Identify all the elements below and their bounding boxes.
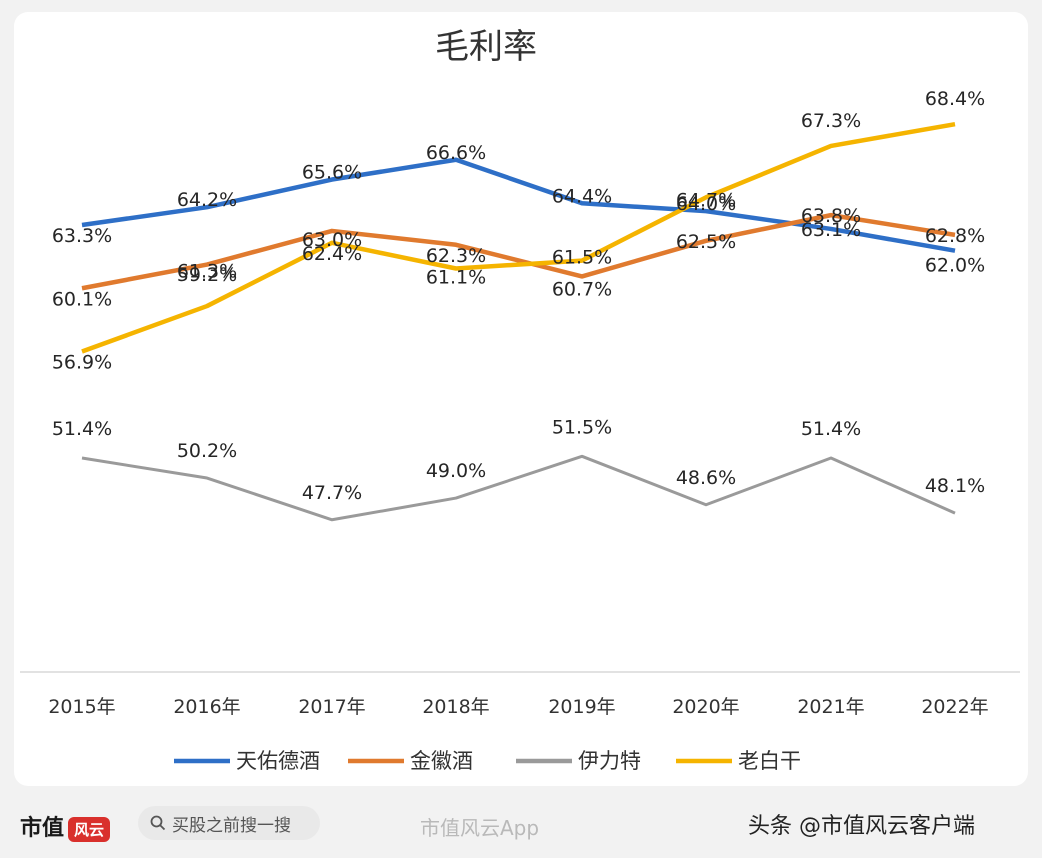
- data-label: 48.6%: [676, 467, 736, 489]
- data-label: 51.4%: [52, 418, 112, 440]
- search-text: 买股之前搜一搜: [172, 815, 291, 836]
- x-tick-label: 2018年: [422, 696, 489, 718]
- data-label: 47.7%: [302, 482, 362, 504]
- x-tick-label: 2015年: [48, 696, 115, 718]
- data-label: 60.7%: [552, 278, 612, 300]
- data-label: 49.0%: [426, 460, 486, 482]
- series-line-2: [81, 454, 956, 522]
- data-label: 63.3%: [52, 225, 112, 247]
- series-line-0: [81, 157, 956, 253]
- data-label: 65.6%: [302, 162, 362, 184]
- x-tick-label: 2019年: [548, 696, 615, 718]
- series-line-1: [81, 212, 956, 291]
- data-label: 68.4%: [925, 88, 985, 110]
- chart-title: 毛利率: [435, 27, 537, 67]
- data-label: 62.5%: [676, 231, 736, 253]
- legend-label: 天佑德酒: [236, 749, 320, 773]
- search-icon: [150, 815, 166, 831]
- data-label: 63.8%: [801, 205, 861, 227]
- data-label-layer: 63.3% 64.2% 65.6% 66.6% 64.4% 64.0% 63.1% 62.0%…: [52, 88, 985, 504]
- data-label: 61.3%: [177, 261, 237, 283]
- x-tick-label: 2016年: [173, 696, 240, 718]
- brand-logo[interactable]: 市值 风云: [20, 810, 111, 842]
- data-label: 62.0%: [925, 255, 985, 277]
- data-label: 61.5%: [552, 247, 612, 269]
- data-label: 64.4%: [552, 185, 612, 207]
- legend-label: 金徽酒: [410, 749, 473, 773]
- footer-bar: 市值 风云 买股之前搜一搜 市值风云App 头条 @市值风云客户端: [0, 786, 1042, 858]
- series-layer: [81, 121, 956, 522]
- brand-name: 市值: [20, 816, 65, 841]
- data-label: 60.1%: [52, 288, 112, 310]
- data-label: 59.2%: [177, 264, 237, 286]
- data-label: 64.7%: [676, 189, 736, 211]
- data-label: 62.4%: [302, 243, 362, 265]
- brand-badge: 风云: [68, 816, 111, 842]
- data-label: 51.4%: [801, 418, 861, 440]
- data-label: 61.1%: [426, 266, 486, 288]
- legend-label: 老白干: [738, 749, 801, 773]
- series-line-3: [81, 121, 956, 354]
- x-tick-layer: 2015年 2016年 2017年 2018年 2019年 2020年 2021年 2022年: [48, 696, 988, 718]
- data-label: 56.9%: [52, 352, 112, 374]
- x-tick-label: 2020年: [672, 696, 739, 718]
- platform-credit: 头条 @市值风云客户端: [748, 814, 975, 839]
- x-tick-label: 2017年: [298, 696, 365, 718]
- data-label: 67.3%: [801, 110, 861, 132]
- app-watermark: 市值风云App: [420, 816, 540, 840]
- data-label: 62.8%: [925, 225, 985, 247]
- data-label: 66.6%: [426, 142, 486, 164]
- data-label: 50.2%: [177, 440, 237, 462]
- data-label: 48.1%: [925, 475, 985, 497]
- search-box[interactable]: 买股之前搜一搜: [138, 806, 320, 840]
- data-label: 51.5%: [552, 416, 612, 438]
- data-label: 63.1%: [801, 219, 861, 241]
- data-label: 64.0%: [676, 193, 736, 215]
- gross-margin-line-chart: 毛利率 63.3%64.2%65.6%66.6%64.4% 64.0%63.1%6…: [20, 27, 1020, 773]
- x-tick-label: 2022年: [921, 696, 988, 718]
- data-label: 62.3%: [426, 245, 486, 267]
- legend-label: 伊力特: [578, 749, 641, 773]
- data-label: 64.2%: [177, 189, 237, 211]
- legend: 天佑德酒 金徽酒 伊力特 老白干: [174, 749, 801, 773]
- x-tick-label: 2021年: [797, 696, 864, 718]
- data-label: 63.0%: [302, 229, 362, 251]
